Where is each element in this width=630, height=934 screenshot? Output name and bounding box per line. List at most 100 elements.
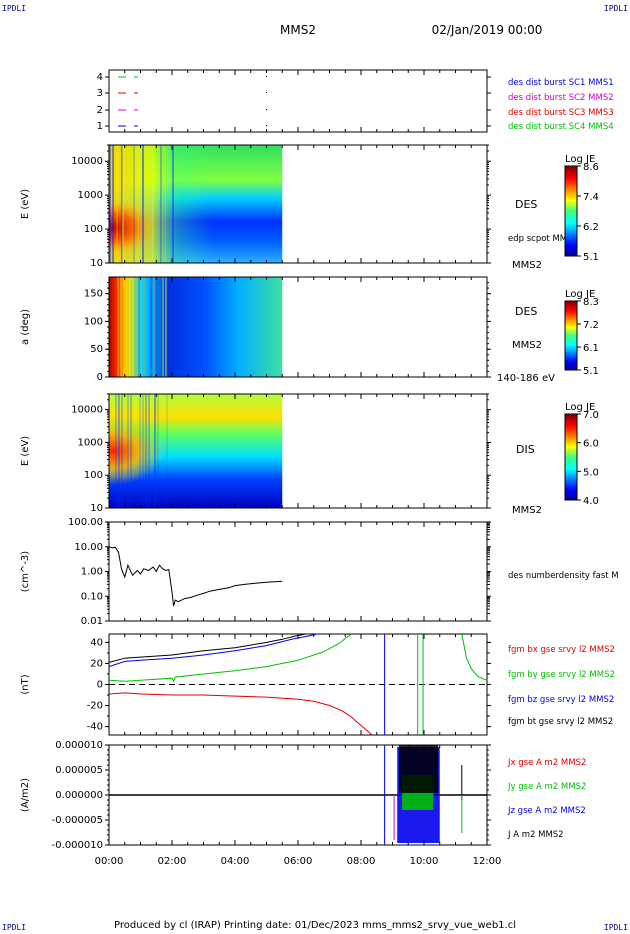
- colorbar-tick-label: 7.2: [583, 320, 599, 331]
- y-tick-label: 20: [90, 658, 103, 669]
- field-line-green-recovery: [461, 633, 488, 681]
- colorbar-tick-label: 7.4: [583, 192, 599, 203]
- colorbar-tick-label: 5.0: [583, 467, 599, 478]
- y-tick-label: 100: [84, 470, 103, 481]
- colorbar-tick-label: 8.3: [583, 297, 599, 308]
- y-tick-label: 150: [84, 289, 103, 300]
- legend-red: des dist burst SC3 MMS3: [508, 108, 614, 118]
- panels: 1 2 3 4 des dist burst SC1 MMS1 des dist burs…: [20, 69, 619, 867]
- legend-field-blue: fgm bz gse srvy l2 MMS2: [508, 695, 614, 705]
- y-axis-label: E (eV): [20, 436, 31, 466]
- spectrogram-hot: [109, 394, 283, 508]
- corner-label-top-left: IPDLI: [2, 4, 27, 13]
- spectrogram-stripe: [157, 394, 159, 508]
- spectrogram-stripe: [127, 394, 129, 508]
- spectrogram-stripe: [138, 277, 140, 377]
- y-tick-label: 1000: [78, 190, 103, 201]
- colorbar-tick-label: 6.1: [583, 343, 599, 354]
- colorbar-tick-label: 8.6: [583, 162, 599, 173]
- colorbar: [564, 300, 578, 371]
- y-tick-label: 1: [97, 121, 103, 132]
- availability-dot: [266, 76, 267, 77]
- spectrogram-stripe: [133, 145, 135, 263]
- y-tick-label: 4: [97, 72, 103, 83]
- panel-label: edp scpot MMS2: [508, 234, 578, 244]
- spectrogram-stripe: [150, 277, 152, 377]
- spectrogram-stripe: [162, 277, 164, 377]
- spectrogram-stripe: [117, 277, 119, 377]
- date-title: 02/Jan/2019 00:00: [432, 23, 543, 37]
- y-axis-label: (cm^-3): [20, 551, 31, 592]
- spectrogram-stripe: [161, 145, 163, 263]
- y-tick-label: 0.10: [81, 591, 103, 602]
- spectrogram-stripe: [166, 394, 168, 508]
- y-tick-label: 100.00: [68, 517, 103, 528]
- y-tick-label: 0.000000: [55, 790, 103, 801]
- spectrogram-stripe: [116, 145, 118, 263]
- spectrogram-stripe: [132, 277, 134, 377]
- y-tick-label: 0.01: [81, 616, 103, 627]
- spectrogram-stripe: [121, 394, 123, 508]
- x-tick-label: 06:00: [284, 856, 313, 867]
- colorbar-tick-label: 6.0: [583, 439, 599, 450]
- field-line-blue: [108, 633, 318, 668]
- corner-label-bottom-left: IPDLI: [2, 923, 27, 932]
- field-line-green: [108, 633, 353, 683]
- y-tick-label: 10000: [71, 405, 103, 416]
- spectrogram-stripe: [130, 394, 132, 508]
- spectrogram-stripe: [165, 277, 167, 377]
- colorbar-title: Log JE: [565, 154, 595, 165]
- spectrogram-stripe: [129, 277, 131, 377]
- y-tick-label: 0.000010: [55, 740, 103, 751]
- x-tick-label: 04:00: [221, 856, 250, 867]
- y-tick-label: 10000: [71, 156, 103, 167]
- panel-frame: [108, 69, 488, 133]
- legend-magenta: des dist burst SC2 MMS2: [508, 93, 614, 103]
- legend-current-green: Jy gse A m2 MMS2: [507, 782, 586, 792]
- colorbar-title: Log JE: [565, 402, 595, 413]
- panel-label: DIS: [516, 443, 535, 456]
- current-burst-black: [398, 745, 439, 793]
- spectrogram-stripe: [120, 277, 122, 377]
- legend-field-red: fgm bx gse srvy l2 MMS2: [508, 645, 615, 655]
- spectrogram-stripe: [153, 277, 155, 377]
- y-tick-label: -0.000005: [52, 815, 103, 826]
- colorbar-tick-label: 5.1: [583, 252, 599, 263]
- spectrogram-stripe: [109, 145, 111, 263]
- x-tick-label: 12:00: [473, 856, 502, 867]
- spectrogram-stripe: [152, 145, 154, 263]
- spectrogram-stripe: [148, 394, 150, 508]
- availability-dot: [266, 109, 267, 110]
- y-tick-label: 100: [84, 316, 103, 327]
- y-axis-label: (nT): [20, 674, 31, 694]
- colorbar-tick-label: 7.0: [583, 410, 599, 421]
- y-tick-label: 1000: [78, 437, 103, 448]
- spectrogram-stripe: [121, 145, 123, 263]
- y-tick-label: 1.00: [81, 567, 103, 578]
- spectrogram-stripe: [172, 145, 174, 263]
- spectrogram-stripe: [144, 277, 146, 377]
- colorbar: [564, 165, 578, 257]
- spectrogram-stripe: [142, 145, 144, 263]
- y-axis-label: a (deg): [20, 309, 31, 345]
- spectrogram-stripe: [139, 394, 141, 508]
- y-tick-label: -40: [87, 722, 103, 733]
- availability-dot: [266, 92, 267, 93]
- legend-current-red: Jx gse A m2 MMS2: [507, 758, 586, 768]
- colorbar-tick-label: 6.2: [583, 222, 599, 233]
- y-axis-label: (A/m2): [20, 778, 31, 812]
- colorbar-tick-label: 4.0: [583, 496, 599, 507]
- legend-current-black: J A m2 MMS2: [507, 830, 564, 840]
- legend-field-green: fgm by gse srvy l2 MMS2: [508, 670, 615, 680]
- legend-blue: des dist burst SC1 MMS1: [508, 78, 614, 88]
- density-line: [108, 546, 283, 607]
- spectrogram-stripe: [123, 277, 125, 377]
- panel-label: MMS2: [512, 505, 542, 516]
- y-tick-label: -0.000010: [52, 840, 103, 851]
- panel-label: MMS2: [512, 260, 542, 271]
- y-tick-label: 2: [97, 105, 103, 116]
- x-tick-label: 00:00: [95, 856, 124, 867]
- corner-label-bottom-right: IPDLI: [603, 923, 628, 932]
